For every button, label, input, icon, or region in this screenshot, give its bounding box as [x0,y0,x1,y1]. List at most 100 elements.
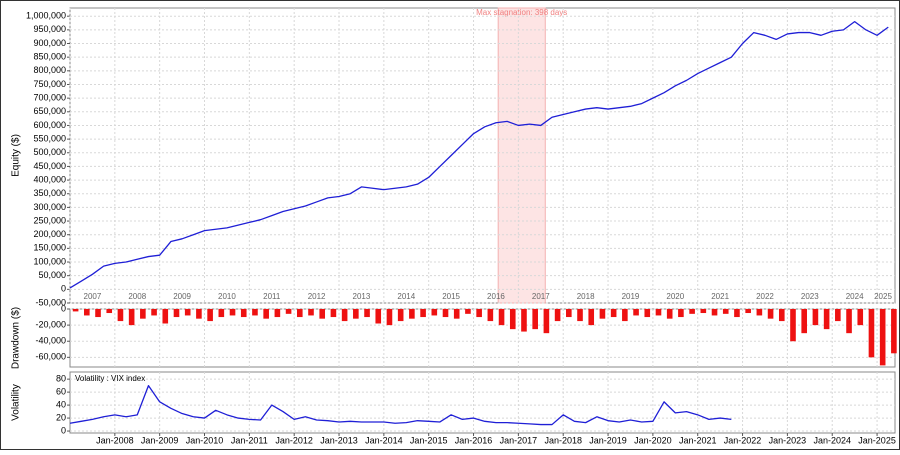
x-tick-label: Jan-2025 [858,435,896,445]
bar [566,309,572,318]
x-tick-label: Jan-2013 [320,435,358,445]
x-tick-label: Jan-2020 [634,435,672,445]
bar [767,309,774,319]
y-tick-label: 200,000 [33,229,66,239]
bar [588,309,595,326]
bar [521,309,527,332]
y-tick-label: 20 [56,412,66,422]
bar [296,309,303,318]
bar [644,309,651,318]
plot-area [69,371,896,434]
year-label: 2021 [711,292,729,301]
bar [128,309,135,326]
bar [689,309,695,314]
y-tick-label: 800,000 [33,65,66,75]
y-axis-title: Drawdown ($) [11,307,22,369]
series-line [69,21,889,289]
bar [801,309,808,334]
x-tick-label: Jan-2012 [275,435,313,445]
y-tick-label: 50,000 [38,270,66,280]
bar [162,309,169,324]
y-tick-label: 600,000 [33,120,66,130]
year-label: 2009 [173,292,191,301]
year-label: 2016 [487,292,505,301]
bar [633,309,639,316]
x-tick-label: Jan-2010 [186,435,224,445]
x-tick-label: Jan-2011 [231,435,268,445]
x-tick-label: Jan-2024 [813,435,851,445]
year-label: 2023 [801,292,819,301]
year-label: 2010 [218,292,236,301]
y-tick-label: 550,000 [33,133,66,143]
year-label: 2015 [442,292,460,301]
bar [319,309,326,319]
bar [678,309,684,318]
year-label: 2007 [84,292,102,301]
bar [375,309,382,324]
bar [84,309,90,316]
year-label: 2024 [846,292,864,301]
year-label: 2025 [874,292,892,301]
bar [431,309,438,316]
year-label: 2022 [756,292,774,301]
bar [868,309,875,358]
y-tick-label: 500,000 [33,147,66,157]
y-tick-label: 60 [56,386,66,396]
bar [823,309,830,330]
bar [274,309,281,318]
y-tick-label: 650,000 [33,106,66,116]
x-tick-label: Jan-2009 [141,435,179,445]
bar [207,309,213,322]
bar [465,309,471,314]
bar [151,309,157,316]
bar [711,309,718,316]
year-label: 2017 [532,292,550,301]
bar [453,309,460,319]
bar [778,309,785,322]
bar [599,309,606,319]
y-tick-label: -60,000 [35,352,66,362]
bar [610,309,617,318]
bar [487,309,494,322]
bar [498,309,505,326]
bar [117,309,124,322]
bar [364,309,370,318]
y-tick-label: 850,000 [33,52,66,62]
bar [229,309,236,316]
y-tick-label: -40,000 [35,336,66,346]
year-label: 2013 [353,292,371,301]
y-axis-title: Equity ($) [11,134,22,177]
bar [577,309,583,322]
stagnation-label: Max stagnation: 398 days [476,8,567,17]
year-label: 2018 [577,292,595,301]
x-tick-label: Jan-2018 [544,435,582,445]
year-label: 2019 [622,292,640,301]
x-tick-label: Jan-2019 [589,435,627,445]
bar [554,309,561,322]
bar [666,309,673,319]
bar [812,309,819,326]
bar [700,309,707,314]
y-tick-label: 350,000 [33,188,66,198]
bar [353,309,359,319]
y-tick-label: -50,000 [35,297,66,307]
x-tick-label: Jan-2023 [769,435,807,445]
x-tick-label: Jan-2014 [365,435,403,445]
bar [734,309,740,318]
x-tick-label: Jan-2015 [410,435,448,445]
bar [509,309,516,330]
bar [409,309,415,319]
bar [308,309,314,316]
bar [655,309,662,316]
year-label: 2012 [308,292,326,301]
x-tick-label: Jan-2022 [724,435,762,445]
bar [397,309,404,322]
bar [285,309,292,314]
bar [106,309,113,314]
bar [341,309,348,322]
x-tick-label: Jan-2017 [500,435,538,445]
bar [745,309,751,314]
bar [879,309,886,366]
y-tick-label: 40 [56,399,66,409]
